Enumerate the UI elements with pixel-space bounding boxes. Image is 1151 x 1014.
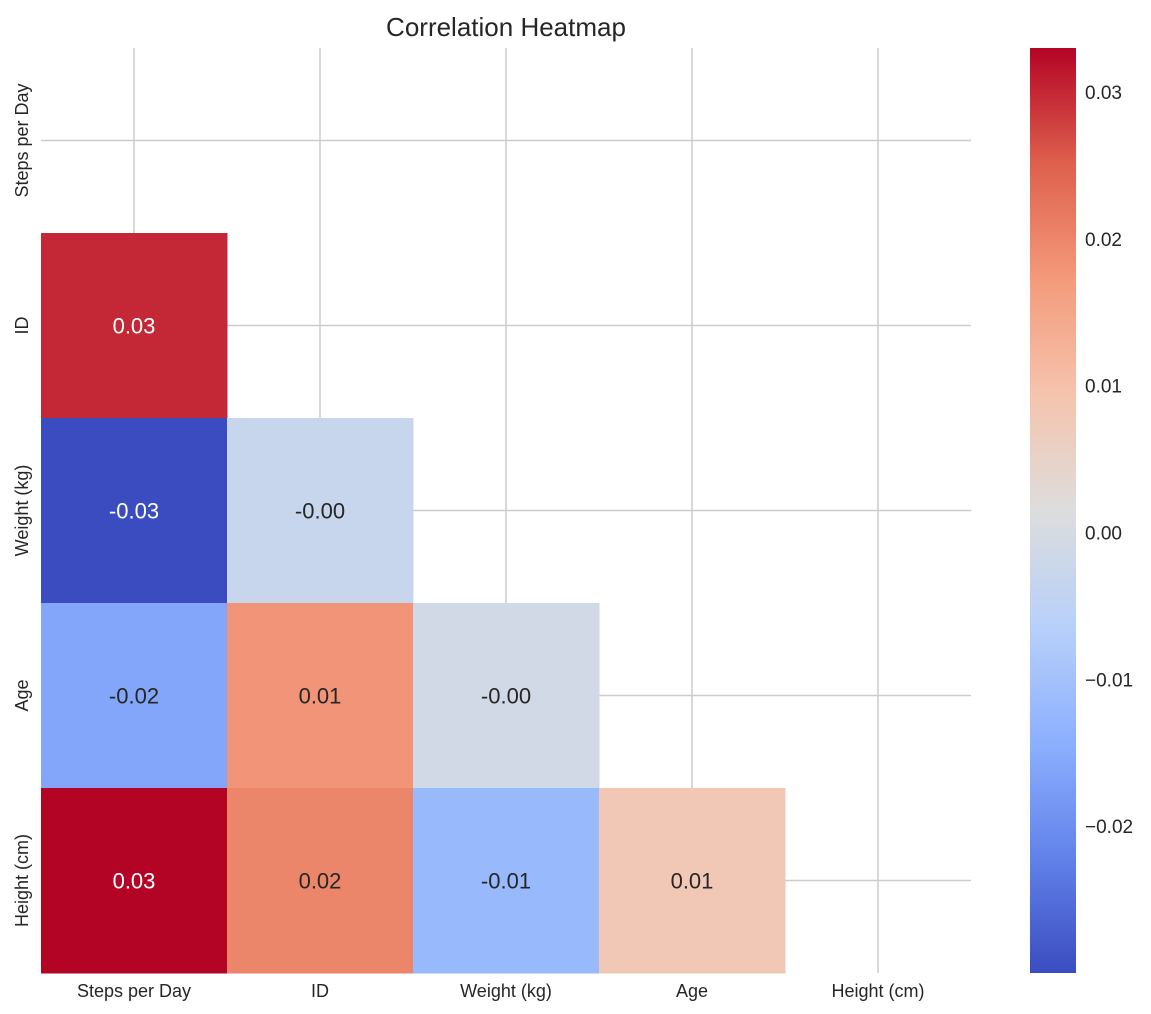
colorbar-tick-label: 0.03 — [1085, 83, 1122, 104]
x-tick-label: Weight (kg) — [460, 981, 552, 1001]
colorbar-tick-label: 0.01 — [1085, 377, 1122, 398]
cell-value-label: 0.01 — [671, 869, 714, 894]
colorbar-tick-label: 0.00 — [1085, 524, 1122, 545]
chart-title: Correlation Heatmap — [386, 12, 626, 42]
heatmap-cells: 0.03 -0.03 -0.00 -0.02 0.01 -0.00 0.03 0.02 -0.0… — [41, 233, 786, 974]
colorbar-tick-label: −0.01 — [1085, 670, 1133, 691]
cell-value-label: 0.03 — [113, 869, 156, 894]
heatmap-cell — [227, 603, 414, 789]
x-tick-label: ID — [311, 981, 329, 1001]
x-tick-label: Height (cm) — [831, 981, 924, 1001]
y-tick-label: Height (cm) — [12, 834, 32, 927]
cell-value-label: 0.01 — [299, 684, 342, 709]
heatmap-cell — [41, 603, 228, 789]
heatmap-cell — [227, 418, 414, 604]
cell-value-label: 0.03 — [113, 314, 156, 339]
cell-value-label: -0.00 — [295, 499, 345, 524]
colorbar-bar — [1030, 48, 1076, 973]
x-tick-label: Steps per Day — [77, 981, 191, 1001]
y-tick-label: Age — [12, 679, 32, 711]
cell-value-label: -0.01 — [481, 869, 531, 894]
x-tick-label: Age — [676, 981, 708, 1001]
heatmap-cell — [41, 418, 228, 604]
colorbar: 0.03 0.02 0.01 0.00 −0.01 −0.02 — [1030, 48, 1133, 973]
cell-value-label: 0.02 — [299, 869, 342, 894]
heatmap-cell — [599, 788, 786, 974]
heatmap-cell — [413, 603, 600, 789]
y-tick-label: Weight (kg) — [12, 465, 32, 557]
heatmap-cell — [41, 788, 228, 974]
cell-value-label: -0.02 — [109, 684, 159, 709]
heatmap-cell — [413, 788, 600, 974]
y-tick-label: ID — [12, 316, 32, 334]
colorbar-tick-label: −0.02 — [1085, 817, 1133, 838]
cell-value-label: -0.03 — [109, 499, 159, 524]
cell-value-label: -0.00 — [481, 684, 531, 709]
heatmap-cell — [227, 788, 414, 974]
axis-labels: Steps per Day ID Weight (kg) Age Height (cm)… — [12, 83, 925, 1001]
y-tick-label: Steps per Day — [12, 83, 32, 197]
heatmap-cell — [41, 233, 228, 419]
colorbar-tick-label: 0.02 — [1085, 230, 1122, 251]
